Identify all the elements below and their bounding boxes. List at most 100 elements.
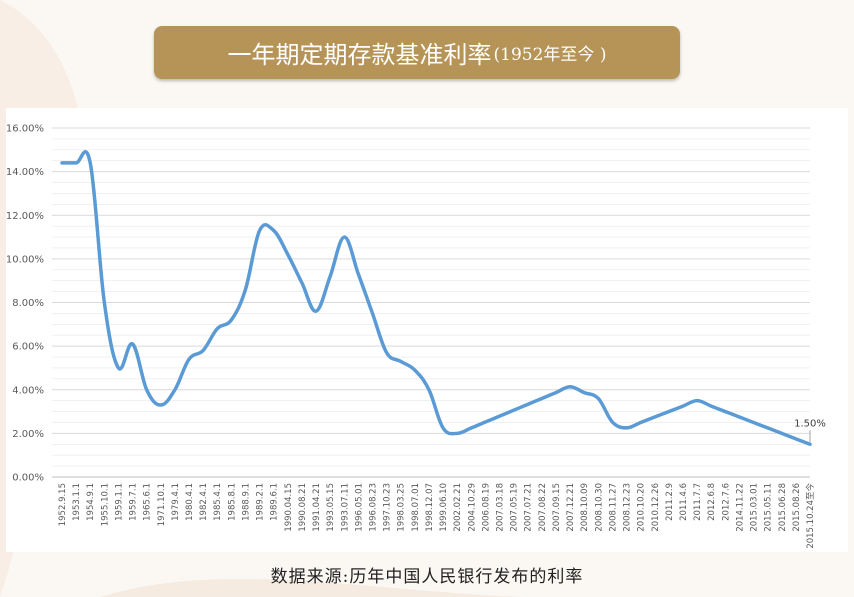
data-labels: 1.50%: [794, 418, 826, 443]
x-tick-label-group: 1980.4.1: [185, 483, 195, 521]
x-tick-label-group: 1985.4.1: [213, 483, 223, 521]
x-tick-label: 1985.4.1: [213, 483, 223, 521]
x-tick-label: 1996.05.01: [354, 483, 364, 532]
x-tick-label: 2007.07.21: [524, 483, 534, 532]
x-tick-label-group: 1998.07.01: [411, 483, 421, 532]
y-tick-label: 12.00%: [6, 211, 44, 222]
y-axis-tick-labels: 0.00% 2.00% 4.00% 6.00% 8.00% 10.00% 12.00% 14.…: [6, 124, 44, 484]
x-tick-label-group: 2011.4.6: [679, 483, 689, 521]
x-axis-tick-labels: 1952.9.15 1953.1.1 1954.9.1 1955.10.1 1959.1…: [58, 483, 816, 549]
x-tick-label: 1982.4.1: [199, 483, 209, 521]
x-tick-label-group: 2006.08.19: [481, 483, 491, 532]
y-tick-label: 8.00%: [12, 298, 44, 309]
x-tick-label: 2008.12.23: [623, 483, 633, 532]
x-tick-label: 1991.04.21: [312, 483, 322, 532]
x-tick-label: 1988.9.1: [241, 483, 251, 521]
x-tick-label: 1989.6.1: [270, 483, 280, 521]
x-tick-label-group: 2015.06.28: [778, 483, 788, 532]
y-tick-label: 10.00%: [6, 254, 44, 265]
x-tick-label: 2012.6.8: [707, 483, 717, 521]
x-tick-label: 2015.08.26: [792, 483, 802, 532]
x-tick-label: 2010.10.20: [637, 483, 647, 532]
x-tick-label-group: 1965.6.1: [143, 483, 153, 521]
y-tick-label: 4.00%: [12, 385, 44, 396]
x-tick-label-group: 2015.10.24至今: [805, 483, 816, 549]
x-tick-label: 2004.10.29: [467, 483, 477, 532]
x-tick-label-group: 1955.10.1: [100, 483, 110, 526]
chart-title: 一年期定期存款基准利率: [227, 41, 492, 69]
x-tick-label: 1952.9.15: [58, 483, 68, 526]
rate-series-line: [60, 150, 812, 447]
x-tick-label: 1993.05.15: [326, 483, 336, 532]
x-tick-label: 1971.10.1: [157, 483, 167, 526]
x-tick-label-group: 1979.4.1: [171, 483, 181, 521]
x-tick-label: 1990.04.15: [284, 483, 294, 532]
x-tick-label-group: 1990.08.21: [298, 483, 308, 532]
x-tick-label: 1955.10.1: [100, 483, 110, 526]
x-tick-label-group: 2007.12.21: [566, 483, 576, 532]
x-tick-label-group: 2007.03.18: [496, 483, 506, 532]
x-tick-label: 2007.05.19: [510, 483, 520, 532]
x-tick-label: 2010.12.26: [651, 483, 661, 532]
x-tick-label: 2011.2.9: [665, 483, 675, 521]
x-tick-label-group: 2008.10.30: [594, 483, 604, 532]
x-tick-label-group: 2011.2.9: [665, 483, 675, 521]
x-tick-label-group: 1993.05.15: [326, 483, 336, 532]
x-tick-label: 2015.05.11: [764, 483, 774, 532]
y-tick-label: 16.00%: [6, 124, 44, 135]
data-label: 1.50%: [794, 418, 826, 429]
x-tick-label-group: 2008.12.23: [623, 483, 633, 532]
x-tick-label: 2008.11.27: [608, 483, 618, 532]
x-tick-label: 2007.12.21: [566, 483, 576, 532]
chart-panel: [6, 108, 848, 552]
x-tick-label: 2008.10.09: [580, 483, 590, 532]
x-tick-label-group: 2007.07.21: [524, 483, 534, 532]
x-tick-label: 2011.4.6: [679, 483, 689, 521]
x-tick-label-group: 1985.8.1: [227, 483, 237, 521]
x-tick-label: 2014.11.22: [735, 483, 745, 532]
x-tick-label: 2015.06.28: [778, 483, 788, 532]
x-tick-label: 1999.06.10: [439, 483, 449, 532]
x-tick-label: 1990.08.21: [298, 483, 308, 532]
x-tick-label-group: 1959.7.1: [129, 483, 139, 521]
x-tick-label-group: 1998.03.25: [397, 483, 407, 532]
x-tick-label: 2008.10.30: [594, 483, 604, 532]
x-tick-label: 1998.12.07: [425, 483, 435, 532]
x-tick-label-group: 1996.08.23: [368, 483, 378, 532]
x-tick-label: 1959.1.1: [114, 483, 124, 521]
x-tick-label-group: 1991.04.21: [312, 483, 322, 532]
x-tick-label: 1980.4.1: [185, 483, 195, 521]
x-tick-label-group: 2004.10.29: [467, 483, 477, 532]
x-tick-label-group: 2010.10.20: [637, 483, 647, 532]
x-tick-label-group: 1989.2.1: [256, 483, 266, 521]
x-tick-label-group: 2015.08.26: [792, 483, 802, 532]
x-tick-label: 1996.08.23: [368, 483, 378, 532]
x-tick-label-group: 1952.9.15: [58, 483, 68, 526]
x-tick-label-group: 1989.6.1: [270, 483, 280, 521]
x-tick-label-group: 1996.05.01: [354, 483, 364, 532]
gridlines: [52, 127, 810, 478]
x-tick-label-group: 1982.4.1: [199, 483, 209, 521]
x-tick-label: 2012.7.6: [721, 483, 731, 521]
x-tick-label: 1993.07.11: [340, 483, 350, 532]
x-tick-label: 2007.08.22: [538, 483, 548, 532]
x-tick-label-group: 1971.10.1: [157, 483, 167, 526]
x-tick-label: 2007.09.15: [552, 483, 562, 532]
x-tick-label: 2011.7.7: [693, 483, 703, 521]
x-tick-label-group: 1988.9.1: [241, 483, 251, 521]
x-tick-label-group: 2012.7.6: [721, 483, 731, 521]
x-tick-label: 1953.1.1: [72, 483, 82, 521]
x-tick-label: 1998.03.25: [397, 483, 407, 532]
x-tick-label-group: 2002.02.21: [453, 483, 463, 532]
x-tick-label-group: 2012.6.8: [707, 483, 717, 521]
y-tick-label: 6.00%: [12, 342, 44, 353]
y-tick-label: 0.00%: [12, 473, 44, 484]
x-tick-label: 1965.6.1: [143, 483, 153, 521]
x-tick-label-group: 1997.10.23: [383, 483, 393, 532]
x-tick-label-group: 1990.04.15: [284, 483, 294, 532]
y-tick-label: 2.00%: [12, 429, 44, 440]
x-tick-label-group: 2007.05.19: [510, 483, 520, 532]
x-tick-label: 1959.7.1: [129, 483, 139, 521]
x-tick-label-group: 1953.1.1: [72, 483, 82, 521]
